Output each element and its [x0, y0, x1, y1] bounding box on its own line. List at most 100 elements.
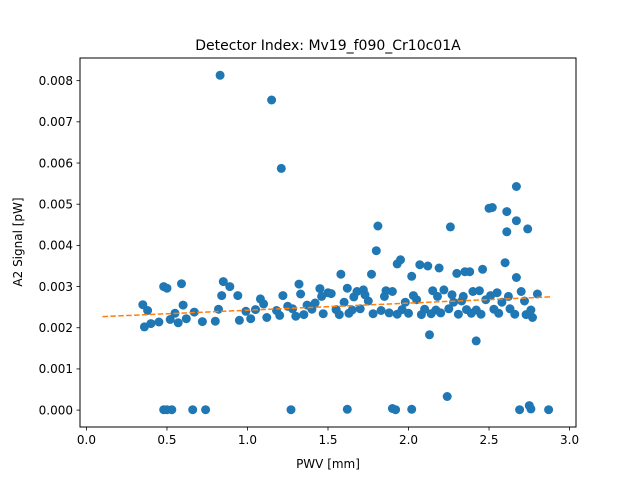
data-point — [453, 309, 463, 319]
data-point — [458, 291, 468, 301]
plot-frame — [79, 57, 577, 428]
data-point — [415, 260, 425, 270]
data-point — [336, 269, 346, 279]
data-point — [400, 297, 410, 307]
data-point — [217, 291, 227, 301]
data-point — [425, 330, 434, 340]
data-point — [318, 309, 328, 319]
y-tick-label: 0.008 — [39, 74, 73, 88]
data-point — [476, 309, 486, 319]
data-point — [484, 203, 494, 213]
fit-line-group — [102, 296, 551, 318]
data-point — [154, 317, 164, 327]
data-point — [544, 405, 554, 415]
data-point — [291, 311, 301, 321]
data-point — [376, 306, 386, 315]
x-tick-label: 0.5 — [157, 433, 176, 447]
data-point — [379, 291, 389, 301]
data-point — [367, 269, 376, 279]
data-point — [442, 392, 452, 401]
data-point — [510, 309, 520, 319]
data-point — [233, 291, 243, 301]
x-tick-label: 1.0 — [238, 433, 257, 447]
data-point — [384, 308, 394, 318]
data-point — [317, 291, 327, 301]
data-point — [178, 300, 188, 310]
data-point — [267, 95, 277, 105]
data-point — [532, 289, 542, 299]
data-point — [391, 405, 401, 415]
y-tick-label: 0.007 — [39, 115, 73, 129]
y-tick-label: 0.005 — [39, 197, 73, 211]
data-point — [423, 261, 433, 271]
data-point — [315, 284, 325, 294]
data-point — [404, 308, 413, 318]
fit-line — [102, 296, 551, 318]
data-point — [439, 285, 449, 295]
x-tick-label: 1.5 — [318, 433, 337, 447]
data-point — [407, 271, 417, 281]
data-point — [449, 297, 459, 307]
data-point — [246, 314, 256, 324]
data-point — [294, 279, 304, 289]
data-point — [486, 291, 496, 301]
x-tick-label: 2.0 — [399, 433, 418, 447]
data-point — [218, 277, 228, 287]
y-tick-label: 0.000 — [39, 403, 73, 417]
y-axis-label: A2 Signal [pW] — [11, 197, 25, 286]
data-point — [210, 316, 220, 326]
data-point — [444, 304, 454, 314]
data-point — [234, 315, 244, 325]
y-tick-label: 0.003 — [39, 280, 73, 294]
data-point — [511, 216, 521, 226]
data-point — [173, 318, 183, 328]
data-point — [215, 70, 225, 80]
x-axis-ticks: 0.0 0.5 1.0 1.5 2.0 2.5 3.0 — [77, 427, 579, 447]
data-point — [296, 289, 306, 299]
data-point — [511, 273, 521, 282]
data-point — [177, 279, 186, 289]
x-tick-label: 2.5 — [479, 433, 498, 447]
data-point — [344, 308, 354, 318]
data-point — [342, 404, 352, 414]
data-point — [276, 163, 286, 173]
data-point — [466, 308, 476, 318]
data-point — [373, 221, 383, 231]
data-point — [436, 308, 446, 318]
data-point — [445, 222, 455, 232]
data-point — [286, 405, 296, 415]
data-point — [225, 282, 235, 292]
data-point — [474, 286, 484, 296]
data-point — [326, 289, 336, 299]
data-point — [262, 313, 272, 322]
data-point — [500, 258, 510, 268]
data-point — [434, 263, 444, 273]
data-point — [360, 290, 370, 300]
x-axis-label: PWV [mm] — [296, 457, 360, 471]
data-point — [523, 224, 533, 234]
data-point — [241, 306, 251, 316]
data-point — [471, 336, 481, 346]
data-point — [494, 308, 504, 318]
data-point — [181, 314, 191, 324]
data-point — [497, 297, 507, 307]
data-point — [392, 259, 402, 269]
data-point — [299, 310, 309, 320]
y-tick-label: 0.006 — [39, 156, 73, 170]
data-point — [526, 404, 536, 414]
data-point — [355, 304, 365, 314]
data-point — [511, 182, 521, 191]
data-point — [255, 294, 265, 304]
data-point — [146, 319, 156, 329]
data-point — [165, 315, 175, 324]
data-point — [515, 405, 525, 415]
data-point — [528, 313, 537, 322]
data-point — [368, 309, 378, 319]
data-point — [339, 297, 349, 307]
data-point — [349, 292, 359, 302]
scatter-points — [138, 70, 554, 415]
y-tick-label: 0.002 — [39, 321, 73, 335]
data-point — [447, 290, 457, 300]
